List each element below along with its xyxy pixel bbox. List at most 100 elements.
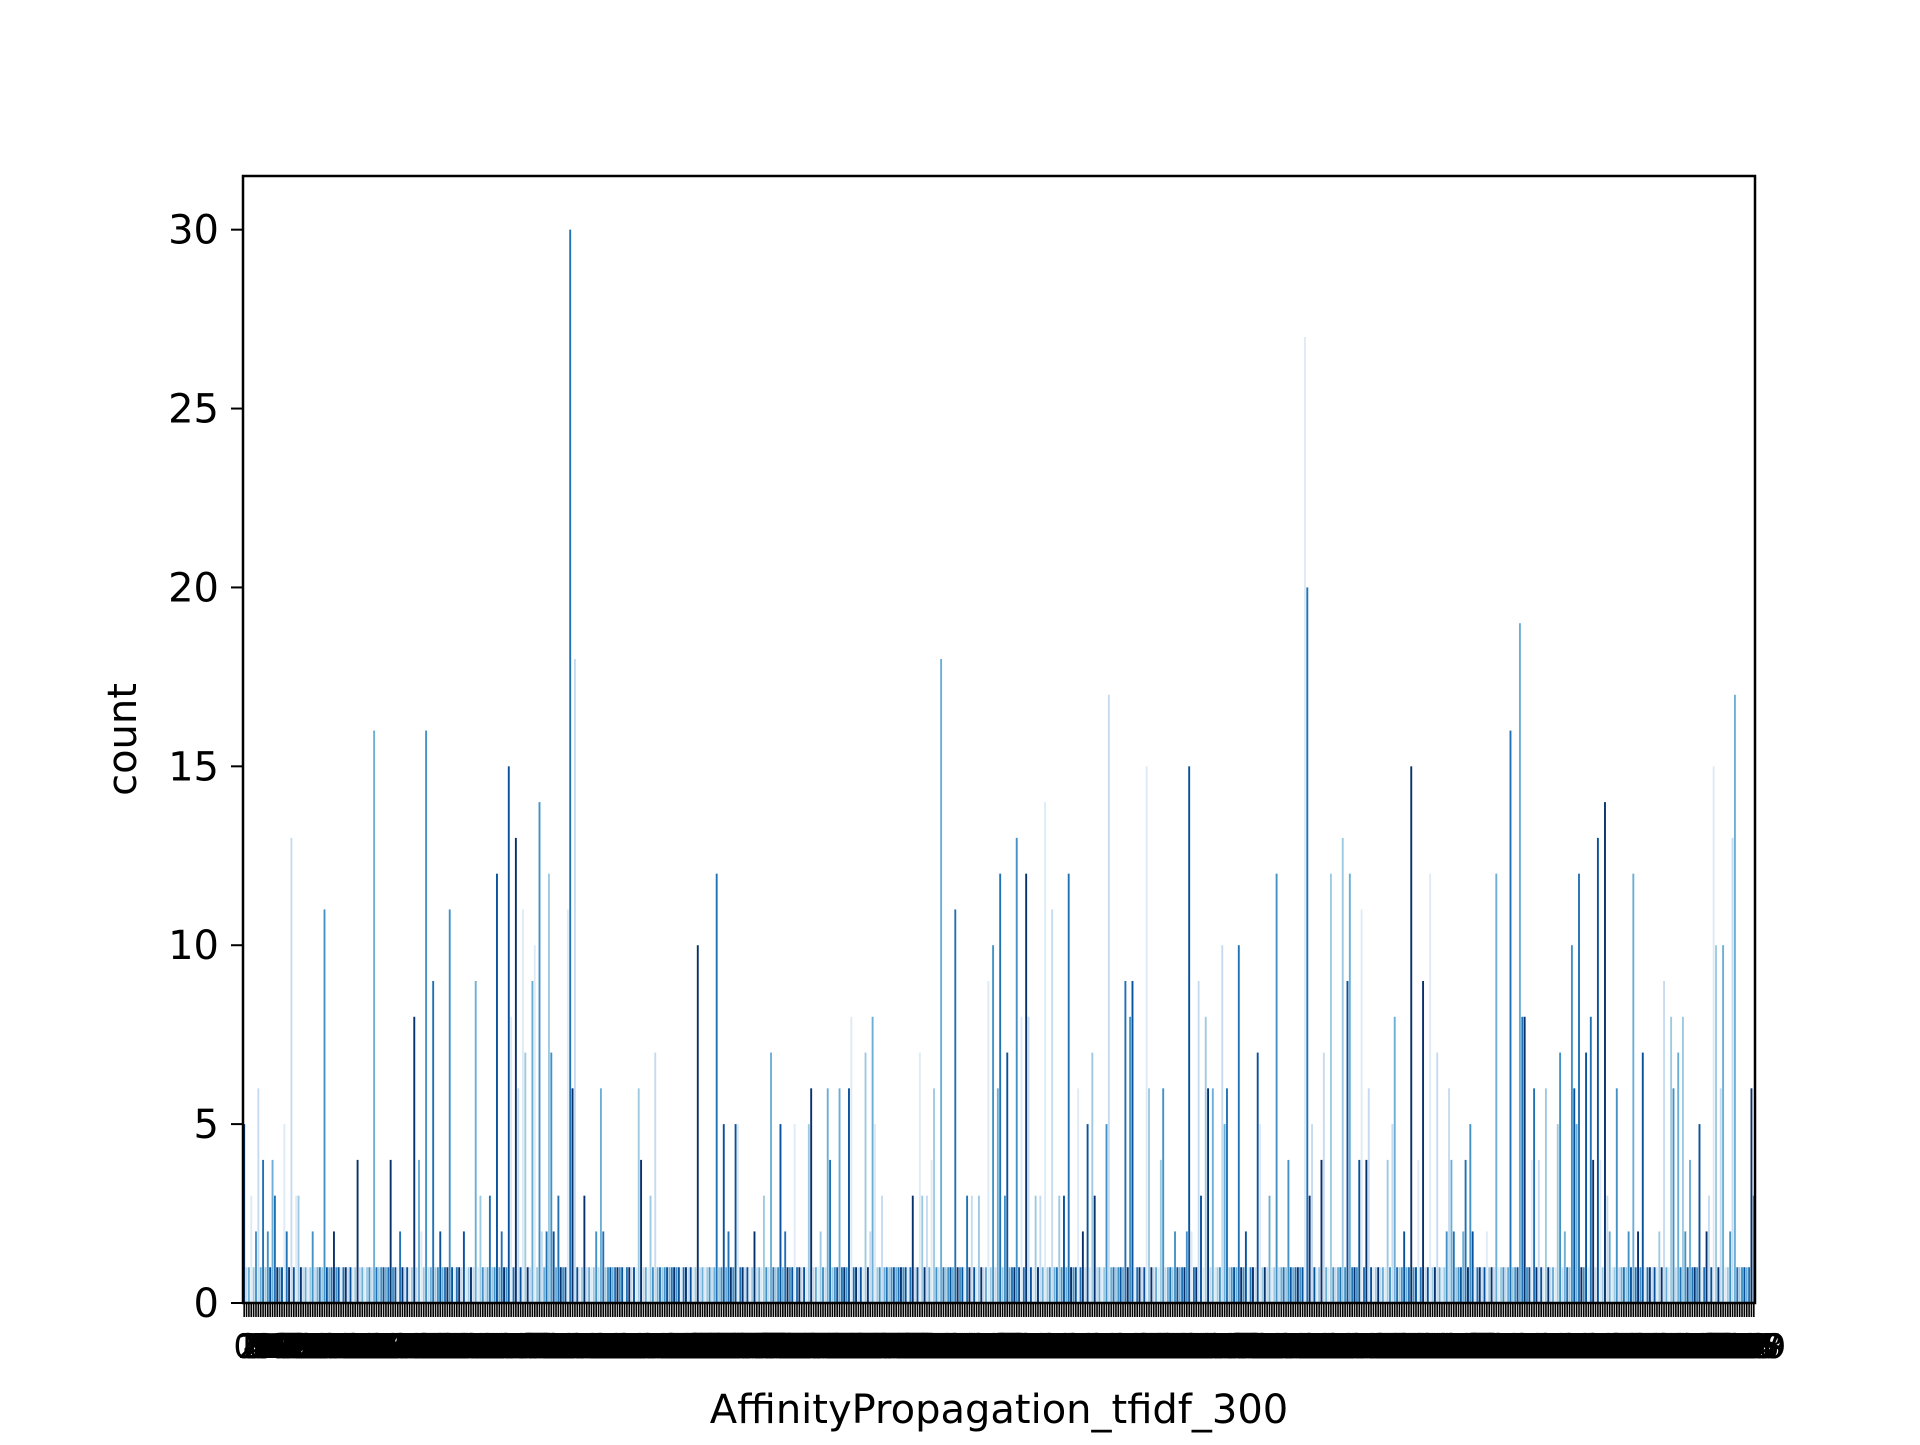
x-tick-label: 269 <box>847 1327 912 1367</box>
x-tick-label: 246 <box>793 1327 858 1367</box>
bar <box>510 1016 513 1303</box>
bar <box>1013 1267 1016 1303</box>
bar <box>1578 873 1580 1303</box>
x-tick-label: 279 <box>871 1327 936 1367</box>
bar <box>1542 1267 1545 1303</box>
x-tick-label: 141 <box>545 1327 610 1367</box>
bar <box>264 1267 267 1303</box>
bar <box>866 1267 869 1303</box>
bar <box>812 1267 815 1303</box>
bar <box>902 1267 905 1303</box>
x-tick-label: 129 <box>516 1327 581 1367</box>
bar <box>1150 1267 1153 1303</box>
x-tick-label: 330 <box>991 1327 1056 1367</box>
x-tick-label: 348 <box>1034 1327 1099 1367</box>
bar <box>1303 337 1306 1303</box>
x-tick-label: 393 <box>1140 1327 1205 1367</box>
x-tick-label: 182 <box>642 1327 707 1367</box>
bar <box>1003 1195 1006 1303</box>
bar <box>1029 1267 1032 1303</box>
bar <box>436 1267 439 1303</box>
x-tick-label: 152 <box>571 1327 636 1367</box>
x-tick-label: 140 <box>542 1327 607 1367</box>
x-tick-label: 240 <box>779 1327 844 1367</box>
x-tick-label: 314 <box>954 1327 1019 1367</box>
x-tick-label: 53 <box>348 1327 391 1367</box>
x-tick-label: 205 <box>696 1327 761 1367</box>
x-tick-label: 102 <box>453 1327 518 1367</box>
x-tick-label: 267 <box>843 1327 908 1367</box>
bar <box>904 1267 907 1303</box>
bar <box>420 1231 423 1303</box>
x-tick-label: 301 <box>923 1327 988 1367</box>
x-tick-label: 394 <box>1143 1327 1208 1367</box>
bar <box>923 1267 926 1303</box>
bar <box>1048 1267 1051 1303</box>
bar <box>1733 694 1736 1303</box>
bar <box>259 1267 262 1303</box>
x-tick-label: 52 <box>345 1327 388 1367</box>
bar <box>599 1088 602 1303</box>
bar <box>1086 1124 1089 1303</box>
x-tick-label: 262 <box>831 1327 896 1367</box>
bar <box>325 1267 328 1303</box>
bar <box>942 1267 945 1303</box>
bar <box>1526 1267 1528 1303</box>
bar <box>1363 1267 1365 1303</box>
bar <box>1391 1124 1394 1303</box>
bar <box>538 802 541 1303</box>
bar <box>925 1195 928 1303</box>
x-tick-label: 166 <box>604 1327 669 1367</box>
bar <box>956 1267 959 1303</box>
x-tick-label: 44 <box>326 1327 369 1367</box>
bar <box>1377 1267 1380 1303</box>
x-tick-label: 229 <box>753 1327 818 1367</box>
bar <box>930 1159 933 1303</box>
bar <box>1556 1124 1559 1303</box>
bar <box>1750 1088 1753 1303</box>
bar <box>474 981 477 1303</box>
x-tick-label: 176 <box>628 1327 693 1367</box>
x-tick-label: 113 <box>479 1327 544 1367</box>
x-tick-label: 209 <box>705 1327 770 1367</box>
x-tick-label: 334 <box>1001 1327 1066 1367</box>
x-tick-label: 37 <box>310 1327 353 1367</box>
bar <box>1426 1267 1429 1303</box>
bar <box>1535 1267 1538 1303</box>
x-tick-label: 172 <box>618 1327 683 1367</box>
bar <box>1729 1231 1732 1303</box>
bar <box>838 1088 841 1303</box>
x-tick-label: 212 <box>713 1327 778 1367</box>
bar <box>1348 873 1351 1303</box>
bar <box>1589 1016 1592 1303</box>
bar <box>1639 1267 1642 1303</box>
x-tick-label: 79 <box>409 1327 452 1367</box>
bar <box>916 1267 919 1303</box>
x-tick-label: 217 <box>724 1327 789 1367</box>
y-axis-label: count <box>100 683 146 796</box>
x-tick-label: 199 <box>682 1327 747 1367</box>
x-tick-label: 82 <box>416 1327 459 1367</box>
bar <box>323 909 326 1303</box>
bar <box>897 1267 900 1303</box>
x-tick-label: 127 <box>512 1327 577 1367</box>
bar <box>788 1267 791 1303</box>
x-tick-label: 387 <box>1126 1327 1191 1367</box>
x-tick-label: 164 <box>599 1327 664 1367</box>
x-tick-label: 105 <box>460 1327 525 1367</box>
bar <box>1457 1267 1460 1303</box>
bar <box>1174 1231 1176 1303</box>
x-tick-label: 154 <box>576 1327 641 1367</box>
bar <box>1247 1267 1250 1303</box>
x-tick-label: 373 <box>1093 1327 1158 1367</box>
bar <box>288 1267 291 1303</box>
x-tick-label: 96 <box>449 1327 492 1367</box>
bar <box>314 1267 317 1303</box>
bar <box>1681 1016 1684 1303</box>
bar <box>1051 909 1054 1303</box>
bar <box>973 1267 976 1303</box>
bar <box>1719 1088 1722 1303</box>
bar <box>725 1267 728 1303</box>
bar <box>1176 1267 1179 1303</box>
x-tick-label: 237 <box>772 1327 837 1367</box>
